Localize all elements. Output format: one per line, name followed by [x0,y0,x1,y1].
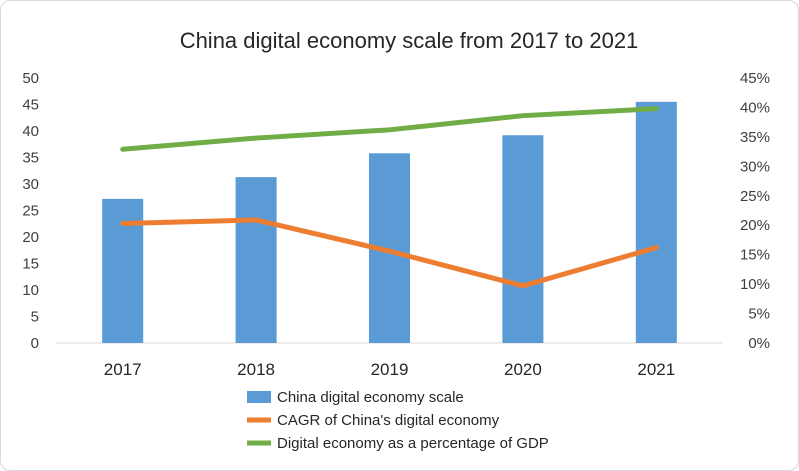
right-axis-tick-label: 35% [740,129,770,146]
legend-label: CAGR of China's digital economy [277,412,500,429]
left-axis-tick-label: 40 [22,123,39,140]
legend-label: China digital economy scale [277,389,464,406]
left-axis-tick-label: 30 [22,176,39,193]
left-axis-tick-label: 25 [22,203,39,220]
left-axis-tick-label: 0 [31,335,39,352]
left-axis-tick-label: 10 [22,282,39,299]
chart-title: China digital economy scale from 2017 to… [180,28,639,53]
right-axis-tick-label: 45% [740,70,770,87]
right-axis-tick-label: 5% [748,306,770,323]
bar [235,177,277,343]
left-axis-tick-label: 35 [22,150,39,167]
left-axis-tick-label: 45 [22,97,39,114]
legend-label: Digital economy as a percentage of GDP [277,435,549,452]
right-axis-tick-label: 30% [740,158,770,175]
right-axis-tick-label: 10% [740,276,770,293]
bar-series [102,101,677,343]
legend: China digital economy scale CAGR of China… [247,389,549,452]
x-axis-tick-label: 2020 [504,360,542,379]
x-axis-tick-label: 2019 [371,360,409,379]
line-series [120,106,659,289]
x-axis-tick-label: 2021 [637,360,675,379]
x-axis-labels: 2017 2018 2019 2020 2021 [104,360,675,379]
right-axis-tick-label: 0% [748,335,770,352]
legend-swatch-bar [247,391,271,403]
left-axis-tick-label: 50 [22,70,39,87]
right-axis-tick-label: 15% [740,247,770,264]
bar [502,135,544,343]
x-axis-tick-label: 2018 [237,360,275,379]
series-line [120,106,659,152]
left-axis-tick-label: 15 [22,256,39,273]
right-axis-tick-label: 20% [740,217,770,234]
series-line [120,217,659,289]
x-axis-tick-label: 2017 [104,360,142,379]
left-axis-tick-label: 5 [31,309,39,326]
right-axis-tick-label: 40% [740,99,770,116]
right-axis-ticks: 45% 40% 35% 30% 25% 20% 15% 10% 5% 0% [740,70,770,352]
bar [102,198,144,343]
left-axis-tick-label: 20 [22,229,39,246]
bar [635,101,677,343]
right-axis-tick-label: 25% [740,188,770,205]
